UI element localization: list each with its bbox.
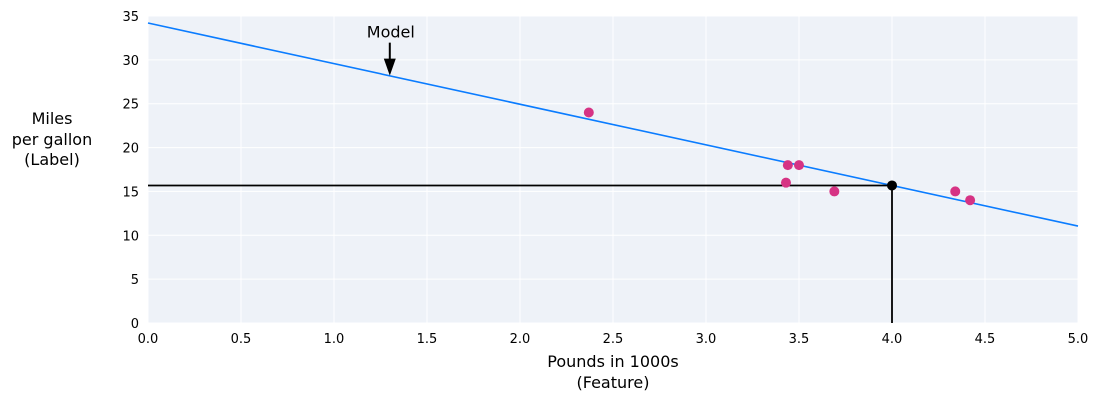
y-tick-label: 5 — [131, 273, 139, 288]
y-axis-label-3: (Label) — [24, 150, 80, 169]
y-tick-label: 30 — [122, 54, 139, 69]
x-tick-label: 0.0 — [138, 332, 159, 347]
x-tick-label: 4.5 — [975, 332, 996, 347]
y-tick-label: 20 — [122, 142, 139, 157]
x-tick-label: 5.0 — [1068, 332, 1089, 347]
x-tick-label: 2.0 — [510, 332, 531, 347]
y-tick-label: 15 — [122, 185, 139, 200]
y-tick-label: 10 — [122, 229, 139, 244]
x-tick-label: 2.5 — [603, 332, 624, 347]
prediction-point — [887, 180, 897, 191]
x-tick-label: 0.5 — [231, 332, 252, 347]
data-point — [965, 195, 976, 206]
grid — [147, 15, 1079, 324]
model-arrow-head — [383, 58, 396, 76]
model-annotation: Model — [367, 23, 415, 42]
data-point — [780, 177, 791, 188]
data-points — [583, 107, 976, 206]
data-point — [583, 107, 594, 118]
data-point — [829, 186, 840, 197]
y-axis-label-2: per gallon — [12, 130, 92, 149]
x-tick-label: 1.0 — [324, 332, 345, 347]
data-point — [782, 160, 793, 171]
ticks: 0.0 0.5 1.0 1.5 2.0 2.5 3.0 3.5 4.0 4.5 5.0 0 5 10 15 2… — [122, 10, 1088, 347]
y-axis-label-1: Miles — [32, 109, 73, 128]
y-tick-label: 25 — [122, 98, 139, 113]
x-tick-label: 3.5 — [789, 332, 810, 347]
x-tick-label: 3.0 — [696, 332, 717, 347]
x-tick-label: 4.0 — [882, 332, 903, 347]
data-point — [950, 186, 961, 197]
y-tick-label: 35 — [122, 10, 139, 25]
model-line — [147, 22, 1079, 227]
x-axis-label: Pounds in 1000s — [547, 352, 678, 371]
data-point — [794, 160, 804, 171]
y-tick-label: 0 — [131, 317, 139, 332]
x-tick-label: 1.5 — [417, 332, 438, 347]
x-axis-label-sub: (Feature) — [577, 373, 650, 392]
